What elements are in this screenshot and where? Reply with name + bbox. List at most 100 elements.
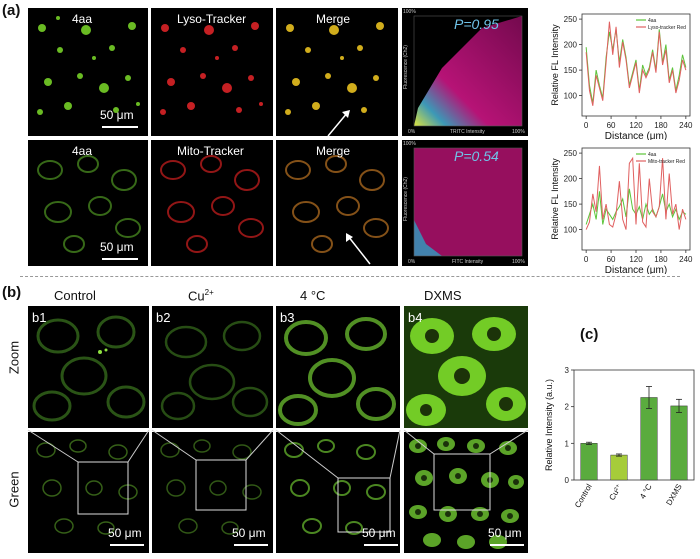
profile-arrow-line: [327, 111, 349, 136]
zoom-cu-image: b2: [152, 306, 273, 428]
profile-chart-top: 0 60 120 180 240 100 150 200 250 4aa Lyso-tracker …: [548, 8, 698, 142]
green-4c-image: 50 μm: [276, 432, 400, 553]
green-control-image: 50 μm: [28, 432, 149, 553]
y-axis-label: Relative FL Intensity: [550, 24, 560, 106]
tile-label: Merge: [316, 12, 351, 26]
x-tick-label: 120: [629, 121, 643, 130]
section-divider: [20, 276, 680, 277]
y-tick-label: 100: [564, 226, 578, 235]
tile-label: b3: [280, 310, 295, 325]
scale-bar: [490, 544, 524, 546]
cells-red-sparse: [160, 22, 263, 115]
cells-zoom-control: [32, 315, 146, 422]
row1-merge-image: Merge: [276, 8, 398, 136]
tile-label: Mito-Tracker: [177, 144, 244, 158]
cells-zoom-4c: [278, 317, 396, 426]
cells-merge-sparse: [285, 22, 384, 136]
scale-bar-label: 50 μm: [100, 240, 134, 254]
cells-green-dxms: [409, 437, 524, 549]
profile-chart-top-svg: 0 60 120 180 240 100 150 200 250 4aaLyso-tracker …: [550, 13, 693, 142]
y-tick-label: 1: [565, 439, 570, 448]
column-title-cu: Cu2+: [188, 288, 214, 304]
legend-entry: Mito-tracker Red: [648, 159, 685, 165]
green-dxms-image: 50 μm: [404, 432, 528, 553]
profile-arrow-icon: [346, 233, 353, 242]
tile-label: b1: [32, 310, 47, 325]
scale-bar-label: 50 μm: [100, 108, 134, 122]
x-axis-label: Distance (μm): [605, 131, 667, 140]
scale-bar: [364, 544, 398, 546]
cells-merge-dim: [285, 155, 389, 265]
category-label: 4 °C: [638, 482, 654, 500]
tile-label: b4: [408, 310, 423, 325]
x-tick-label: 0: [584, 255, 589, 264]
tile-label: Merge: [316, 144, 351, 158]
scale-bar: [234, 544, 268, 546]
y-tick-label: 150: [564, 66, 578, 75]
zoom-dxms-image: b4: [404, 306, 528, 428]
bar-3: [670, 405, 688, 481]
panel-a-label: (a): [2, 2, 21, 19]
legend-entry: 4aa: [648, 18, 657, 24]
column-title-4c: 4 °C: [300, 288, 326, 303]
tile-label: 4aa: [72, 12, 93, 26]
zoom-box: [337, 477, 391, 533]
x-tick-label: 180: [654, 255, 668, 264]
scatter-x-label: FITC Intensity: [452, 259, 484, 265]
column-title-control: Control: [54, 288, 96, 303]
scatter-plot-mito: [413, 147, 523, 257]
y-tick-label: 3: [565, 366, 570, 375]
scale-bar-label: 50 μm: [108, 526, 142, 540]
y-tick-label: 250: [564, 149, 578, 158]
legend-entry: Lyso-tracker Red: [648, 25, 686, 31]
row2-4aa-image: 4aa 50 μm: [28, 140, 148, 266]
bar-chart-svg: 0 1 2 3 Control Cu²⁺ 4 °C DXMS Relative Intensit…: [544, 366, 695, 509]
zoom-4c-image: b3: [276, 306, 400, 428]
row1-lyso-image: Lyso-Tracker: [151, 8, 273, 136]
zoom-control-image: b1: [28, 306, 149, 428]
cells-green-sparse: [37, 16, 140, 115]
row1-colocalization-scatter: 100% Fluorescence (Ch2) 0% TRITC Intensi…: [402, 8, 528, 136]
scale-bar: [110, 544, 144, 546]
column-title-dxms: DXMS: [424, 288, 462, 303]
panel-c-label: (c): [580, 326, 599, 343]
zoom-box: [433, 453, 491, 511]
y-axis-label: Relative Intensity (a.u.): [544, 379, 554, 471]
x-tick-label: 240: [679, 121, 693, 130]
series-line-1: [585, 156, 687, 230]
scale-bar-label: 50 μm: [232, 526, 266, 540]
x-tick-label: 0: [584, 121, 589, 130]
profile-chart-bottom: 0 60 120 180 240 100 150 200 250 4aa Mito-tracker …: [548, 142, 698, 276]
scatter-x-label: TRITC Intensity: [450, 129, 485, 135]
bar-0: [580, 443, 598, 481]
y-tick-label: 200: [564, 41, 578, 50]
scatter-x-left: 0%: [408, 259, 416, 265]
x-tick-label: 120: [629, 255, 643, 264]
row2-mito-image: Mito-Tracker: [151, 140, 273, 266]
scatter-plot-lyso: [413, 15, 523, 127]
cells-green-control: [36, 439, 138, 535]
scale-bar: [102, 258, 138, 260]
panel-b-label: (b): [2, 284, 22, 301]
x-axis-label: Distance (μm): [605, 265, 667, 274]
profile-arrow-line: [347, 235, 371, 265]
cells-red-dim: [160, 155, 264, 253]
category-label: DXMS: [664, 483, 683, 508]
category-label: Cu²⁺: [607, 483, 623, 502]
bar-1: [610, 454, 628, 481]
cells-zoom-cu: [160, 320, 269, 421]
y-tick-label: 100: [564, 92, 578, 101]
row1-4aa-image: 4aa 50 μm: [28, 8, 148, 136]
scale-bar-label: 50 μm: [488, 526, 522, 540]
y-tick-label: 150: [564, 200, 578, 209]
scale-bar-label: 50 μm: [362, 526, 396, 540]
tile-label: Lyso-Tracker: [177, 12, 247, 26]
y-tick-label: 250: [564, 15, 578, 24]
tile-label: b2: [156, 310, 171, 325]
profile-chart-bottom-svg: 0 60 120 180 240 100 150 200 250 4aaMito-tracker …: [550, 147, 693, 276]
series-line-0: [585, 188, 687, 225]
y-tick-label: 0: [565, 476, 570, 485]
legend-entry: 4aa: [648, 152, 657, 158]
profile-arrow-icon: [342, 110, 350, 118]
